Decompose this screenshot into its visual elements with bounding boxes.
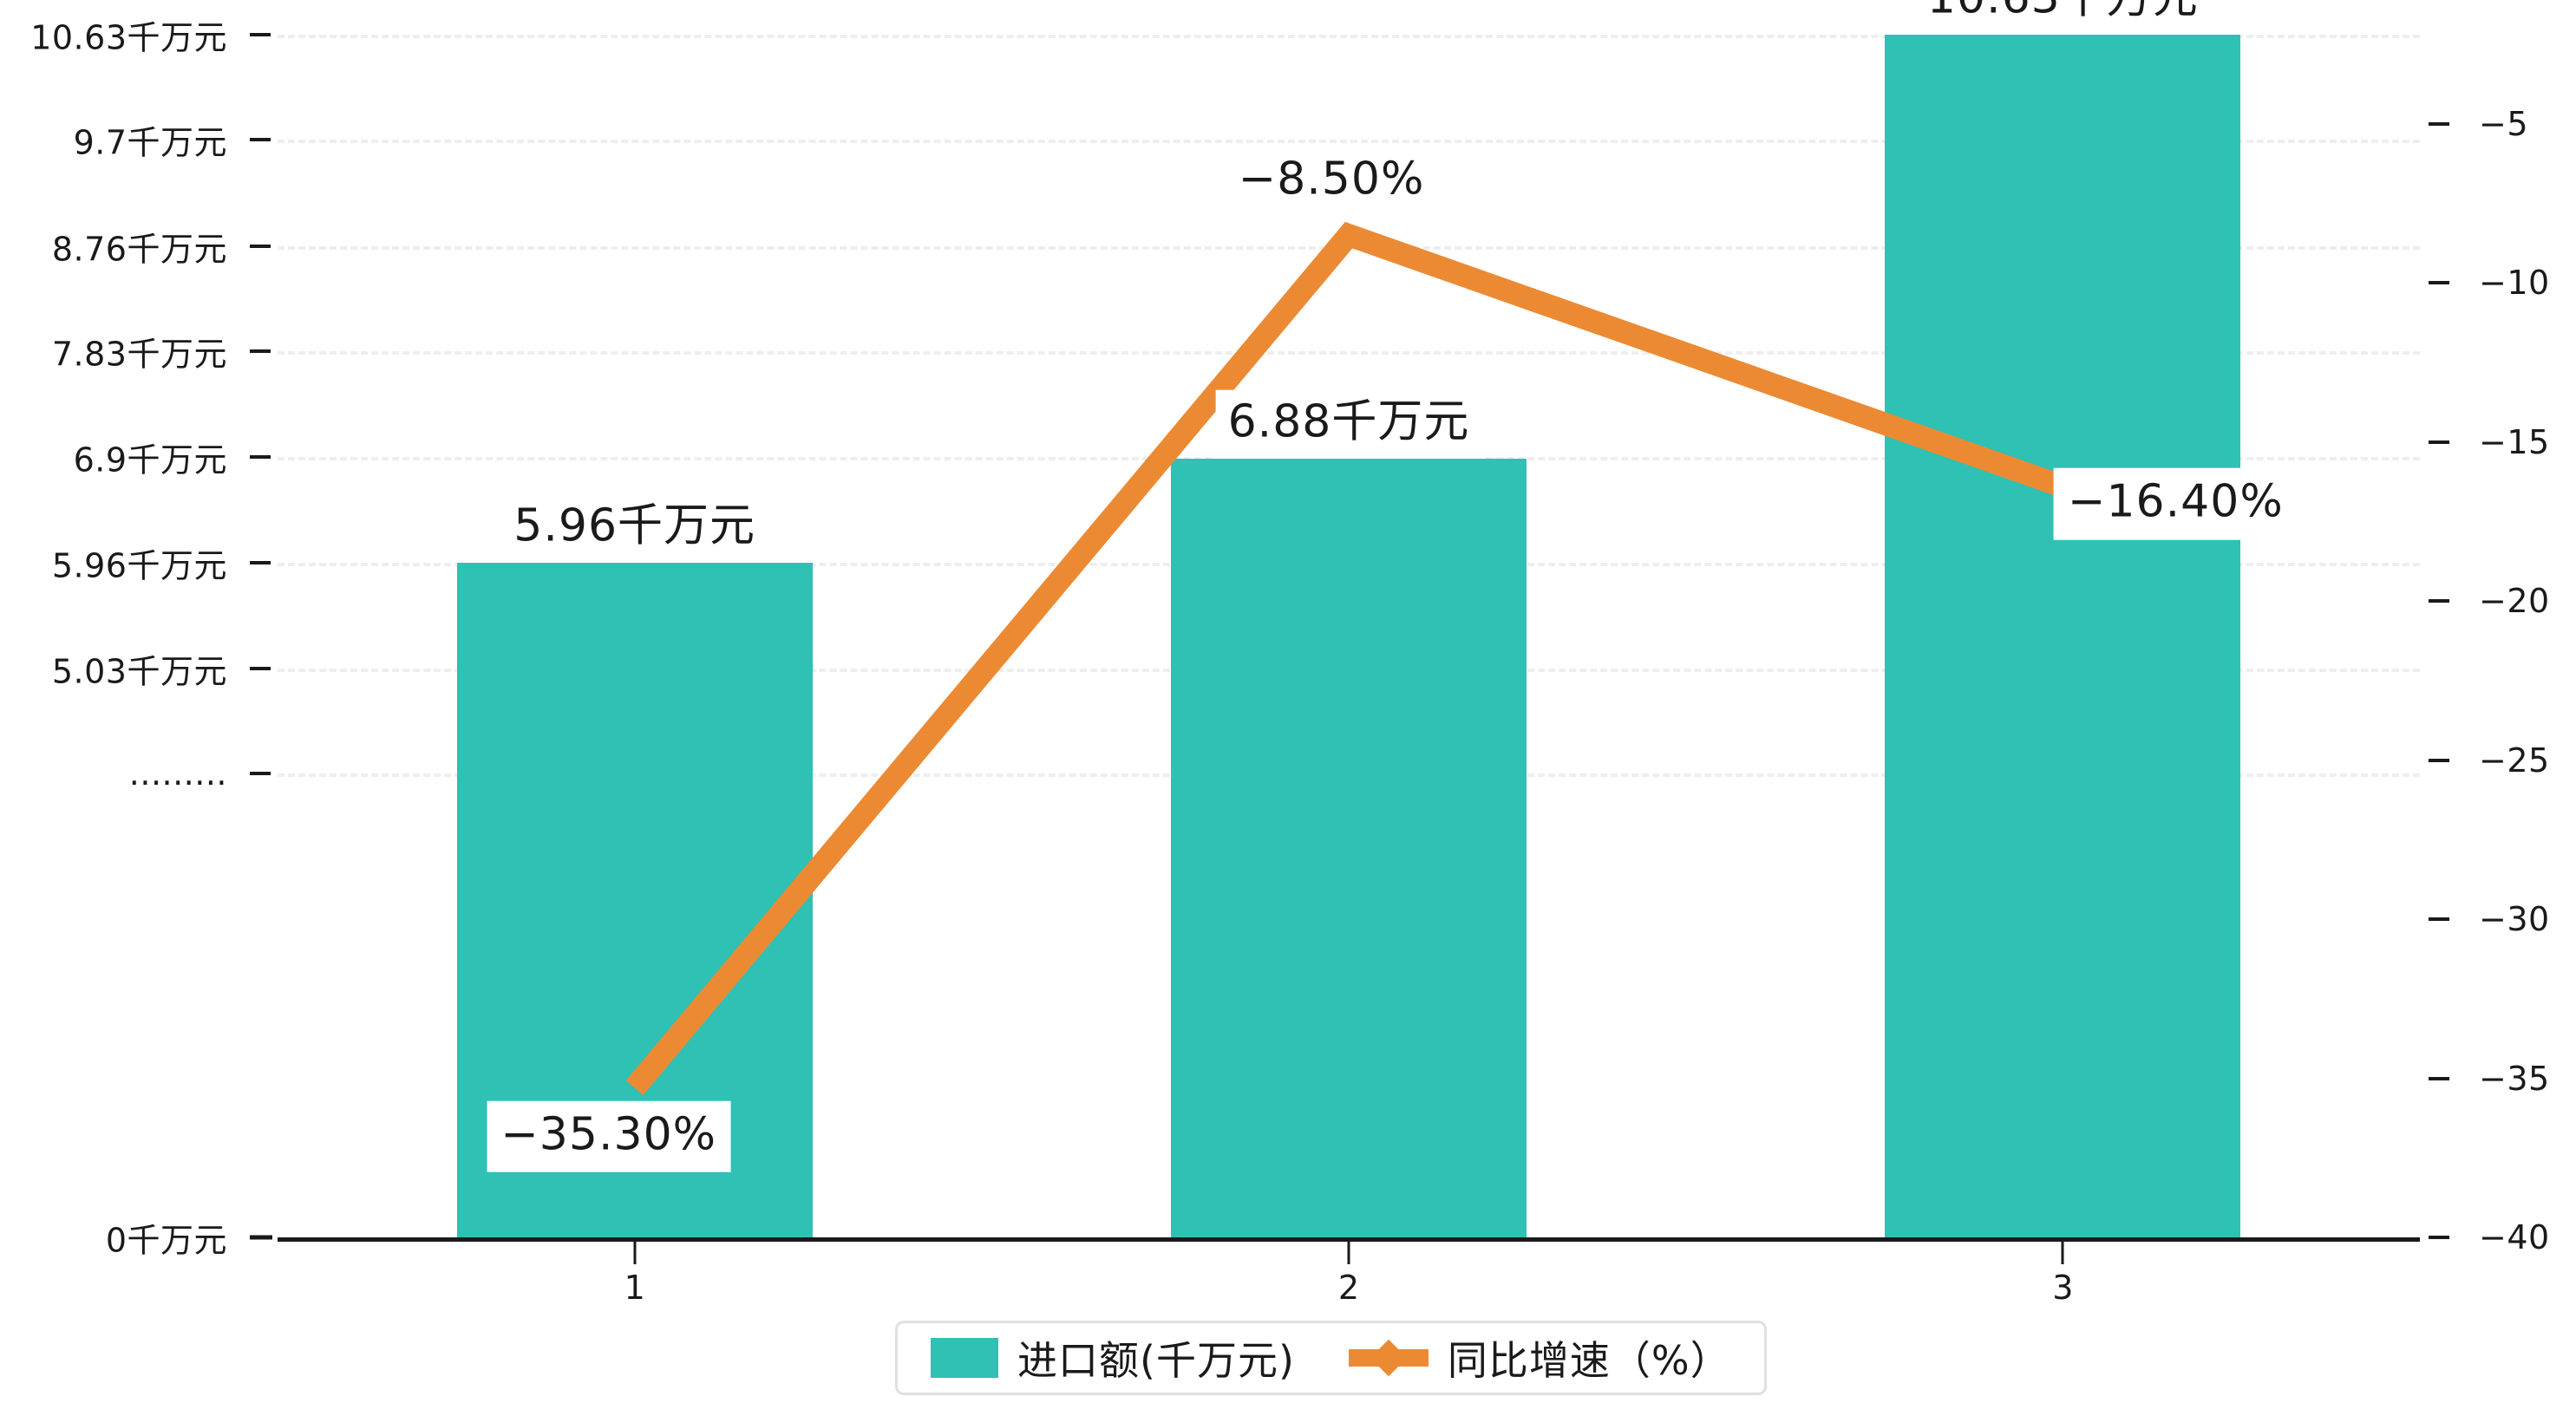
line-value-label-1: −35.30% (487, 1100, 731, 1172)
left-axis-tick-label: 8.76千万元 (51, 230, 227, 269)
x-axis-baseline (278, 1237, 2420, 1242)
right-axis-tick-mark (2429, 917, 2449, 922)
left-axis-tick-mark (250, 1235, 272, 1240)
right-axis-tick-mark (2429, 121, 2449, 126)
legend-label-import-amount: 进口额(千万元) (1017, 1337, 1295, 1384)
x-axis-tick-label-3: 3 (2052, 1269, 2074, 1307)
bar-3[interactable] (1885, 35, 2241, 1237)
x-axis-tick-mark (2061, 1242, 2064, 1264)
x-axis-tick-label-1: 1 (624, 1269, 645, 1307)
left-axis-tick-label: 5.03千万元 (51, 652, 227, 691)
bar-2[interactable] (1171, 459, 1527, 1237)
left-axis-tick-mark (250, 138, 271, 142)
left-axis-tick-label: 7.83千万元 (51, 335, 227, 374)
x-axis-tick-mark (1347, 1242, 1350, 1264)
left-axis-tick-mark (250, 772, 271, 776)
bar-value-label-1: 5.96千万元 (501, 494, 768, 563)
left-axis-tick-label: 5.96千万元 (51, 546, 227, 585)
legend-diamond-marker-icon (1370, 1339, 1408, 1377)
legend-item-import-amount[interactable]: 进口额(千万元) (931, 1329, 1295, 1387)
right-axis-tick-label: −5 (2479, 104, 2529, 143)
left-axis-tick-mark (250, 666, 271, 670)
legend-item-yoy-growth[interactable]: 同比增速（%） (1348, 1329, 1731, 1387)
chart-legend[interactable]: 进口额(千万元) 同比增速（%） (895, 1321, 1767, 1395)
right-axis-tick-label: −25 (2479, 741, 2550, 780)
right-axis-tick-label: −10 (2479, 264, 2550, 303)
right-axis-tick-mark (2429, 758, 2449, 762)
legend-line-swatch-icon (1348, 1338, 1429, 1378)
left-axis-tick-mark (250, 33, 271, 36)
left-axis-tick-label: 0千万元 (105, 1221, 227, 1260)
left-axis-tick-label: 9.7千万元 (73, 123, 227, 162)
right-axis-tick-mark (2429, 1236, 2449, 1239)
right-axis-tick-mark (2429, 281, 2449, 285)
right-axis-tick-mark (2429, 599, 2449, 604)
x-axis-tick-mark (633, 1242, 637, 1264)
left-axis-tick-mark (250, 244, 271, 248)
left-axis-tick-mark (250, 561, 271, 565)
right-axis-tick-label: −30 (2479, 900, 2550, 939)
left-axis-tick-label: ......... (128, 754, 227, 793)
right-axis-tick-mark (2429, 440, 2449, 444)
line-value-label-3: −16.40% (2053, 467, 2298, 540)
legend-bar-swatch-icon (931, 1338, 998, 1378)
right-axis-tick-label: −15 (2479, 422, 2550, 461)
legend-label-yoy-growth: 同比增速（%） (1447, 1337, 1731, 1384)
right-axis-tick-label: −40 (2479, 1218, 2550, 1256)
x-axis-tick-label-2: 2 (1337, 1269, 1360, 1307)
right-axis-tick-label: −35 (2479, 1059, 2550, 1098)
left-axis-tick-mark (250, 454, 271, 459)
line-value-label-2: −8.50% (1238, 153, 1425, 206)
left-axis-tick-label: 10.63千万元 (30, 18, 227, 57)
bar-value-label-2: 6.88千万元 (1215, 390, 1482, 459)
left-axis-tick-label: 6.9千万元 (73, 440, 227, 480)
left-axis-tick-mark (250, 349, 271, 354)
bar-value-label-3: 10.63千万元 (1914, 0, 2211, 35)
gridline (278, 35, 2420, 38)
right-axis-tick-mark (2429, 1076, 2449, 1080)
right-axis-tick-label: −20 (2479, 582, 2550, 621)
gridline (278, 140, 2420, 144)
